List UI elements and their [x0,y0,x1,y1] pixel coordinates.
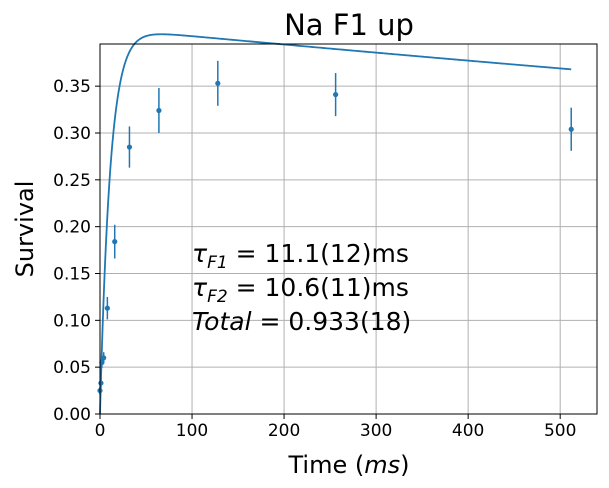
y-tick-label: 0.30 [53,124,91,144]
data-point [101,355,107,361]
x-tick-label: 500 [544,421,576,441]
x-tick-label: 400 [452,421,484,441]
y-tick-label: 0.25 [53,171,91,191]
x-tick-label: 300 [360,421,392,441]
data-point [98,380,104,386]
data-point [568,126,574,132]
fit-annotation: Total = 0.933(18) [192,307,411,336]
fit-annotation: τF1 = 11.1(12)ms [192,239,409,273]
y-tick-label: 0.10 [53,311,91,331]
data-point [156,107,162,114]
chart-title: Na F1 up [284,8,414,42]
fit-curve-layer [99,33,572,414]
data-point [215,80,221,86]
y-tick-label: 0.20 [53,218,91,238]
data-point [333,91,339,98]
x-axis-label: Time (ms) [288,451,410,479]
x-tick-label: 100 [176,421,208,441]
y-tick-label: 0.00 [53,405,91,425]
y-axis-label: Survival [11,181,39,278]
grid [99,44,597,415]
x-tick-label: 0 [95,421,106,441]
fit-curve [99,33,572,414]
fit-annotation: τF2 = 10.6(11)ms [192,273,409,307]
x-tick-label: 200 [268,421,300,441]
y-tick-label: 0.05 [53,358,91,378]
data-points-layer [97,60,574,395]
data-point [112,239,118,245]
plot-frame [99,43,598,415]
ticks: 0 100 200 300 400 500 0.00 0.05 0.10 0.15 0.20 0.25… [53,77,576,441]
data-point [126,144,133,150]
y-tick-label: 0.35 [53,77,91,97]
data-point [104,305,110,311]
y-tick-label: 0.15 [53,264,91,284]
